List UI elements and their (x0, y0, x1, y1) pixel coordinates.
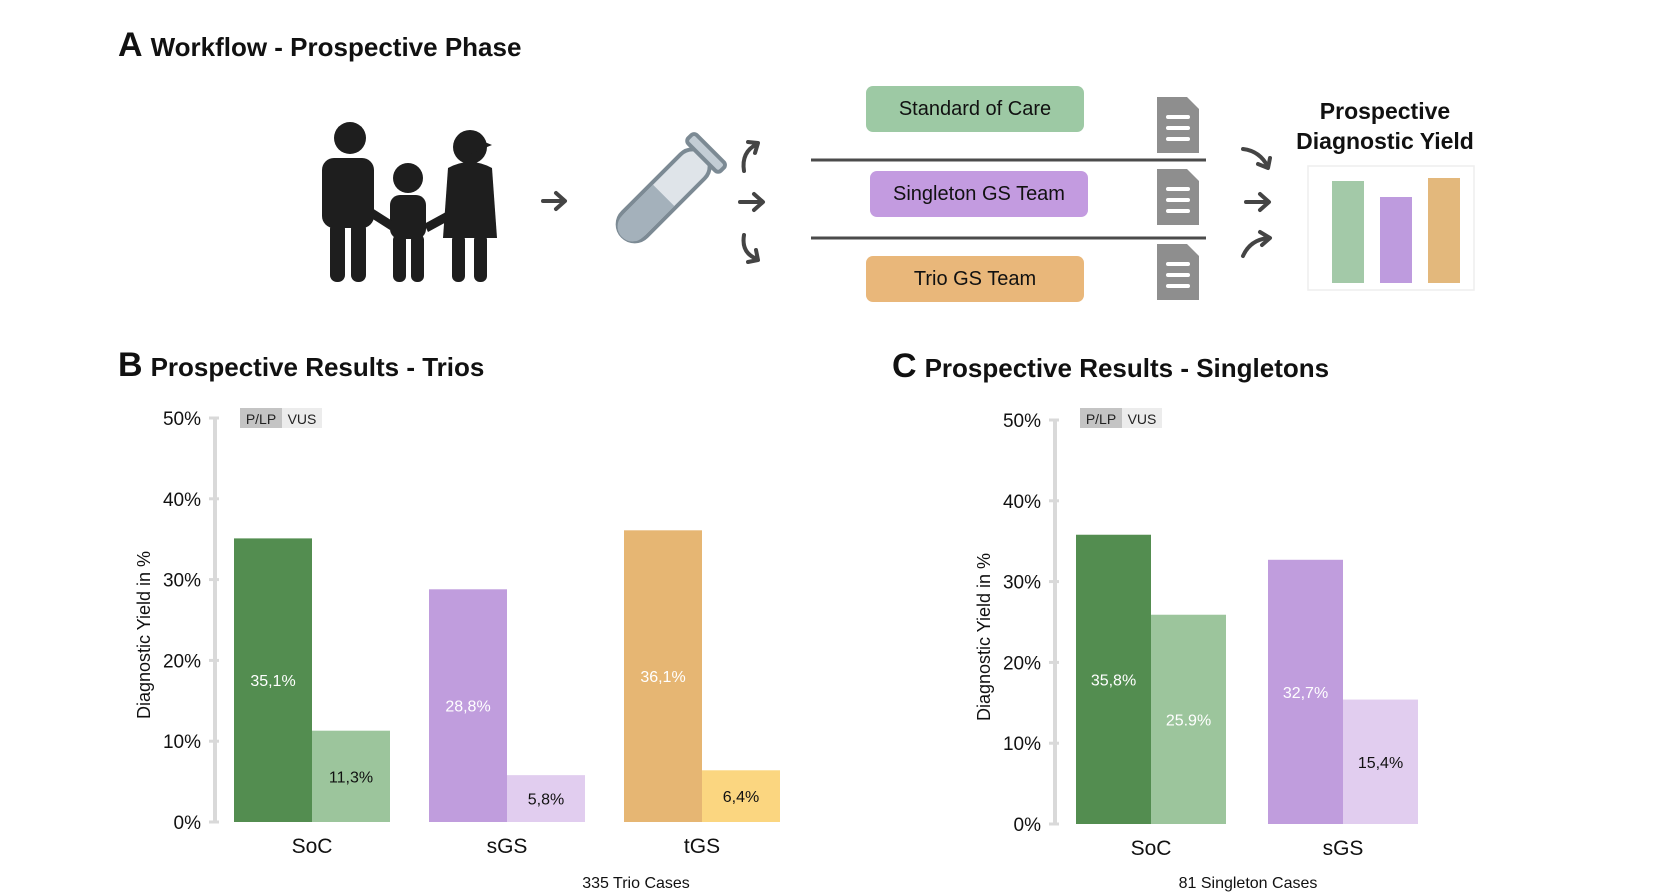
y-tick-label: 0% (174, 813, 202, 834)
legend: P/LP VUS (240, 408, 322, 428)
trio-gs-team-box: Trio GS Team (866, 256, 1084, 302)
bar-value-label: 28,8% (445, 699, 490, 716)
bar-value-label: 35,8% (1091, 672, 1136, 689)
legend: P/LP VUS (1080, 408, 1162, 428)
x-axis-label: 81 Singleton Cases (1179, 875, 1318, 892)
singleton-gs-team-box: Singleton GS Team (870, 171, 1088, 217)
y-axis-label: Diagnostic Yield in % (974, 553, 994, 721)
bar-value-label: 6,4% (723, 789, 759, 806)
panel-a-title: Workflow - Prospective Phase (150, 32, 522, 62)
y-tick-label: 20% (1003, 653, 1041, 674)
panel-b-title: Prospective Results - Trios (150, 352, 485, 382)
y-tick-label: 30% (1003, 573, 1041, 594)
y-tick-label: 50% (163, 409, 201, 430)
bar-plp (1268, 559, 1343, 824)
bar-vus (1151, 614, 1226, 824)
bar-plp (624, 530, 702, 822)
panel-b-heading: B Prospective Results - Trios (118, 346, 484, 385)
bar-vus (702, 770, 780, 822)
x-axis-label: 335 Trio Cases (582, 875, 690, 892)
singleton-gs-team-label: Singleton GS Team (893, 182, 1065, 205)
x-tick-label: SoC (292, 835, 333, 858)
test-tube-icon (615, 132, 727, 244)
chart-trios: 0% 10% 20% 30% 40% 50% Diagnostic Yield in % P/… (134, 408, 780, 892)
legend-vus-swatch (282, 408, 322, 428)
document-icon (1157, 169, 1199, 225)
converge-arrows-icon (1241, 147, 1272, 258)
bar-value-label: 5,8% (528, 792, 564, 809)
bar-value-label: 15,4% (1358, 755, 1403, 772)
yield-title-line-2: Diagnostic Yield (1296, 128, 1474, 154)
mini-bar-chart-icon (1307, 165, 1475, 291)
legend-vus-label: VUS (288, 411, 317, 427)
mini-bar (1332, 181, 1364, 283)
mini-bar (1380, 197, 1412, 283)
x-tick-label: sGS (1323, 837, 1364, 860)
yield-title: Prospective Diagnostic Yield (1255, 96, 1515, 156)
legend-plp-swatch (240, 408, 282, 428)
y-tick-label: 30% (163, 571, 201, 592)
panel-c-heading: C Prospective Results - Singletons (892, 347, 1329, 386)
y-tick-label: 50% (1003, 411, 1041, 432)
y-tick-label: 10% (1003, 734, 1041, 755)
y-axis-label: Diagnostic Yield in % (134, 551, 154, 719)
chart-singletons: 0% 10% 20% 30% 40% 50% Diagnostic Yield in % P/… (974, 408, 1418, 892)
arrow-icon (541, 191, 567, 211)
fan-out-arrows-icon (738, 140, 765, 264)
legend-plp-label: P/LP (246, 411, 276, 427)
yield-title-line-1: Prospective (1319, 98, 1451, 124)
bar-vus (507, 775, 585, 822)
document-icon (1157, 244, 1199, 300)
x-tick-label: tGS (684, 835, 720, 858)
legend-vus-label: VUS (1128, 411, 1157, 427)
bar-vus (312, 730, 390, 822)
bar-value-label: 35,1% (250, 673, 295, 690)
legend-plp-label: P/LP (1086, 411, 1116, 427)
panel-a-heading: A Workflow - Prospective Phase (118, 26, 521, 65)
legend-plp-swatch (1080, 408, 1122, 428)
bar-plp (1076, 534, 1151, 824)
y-tick-label: 40% (1003, 492, 1041, 513)
bar-value-label: 11,3% (329, 769, 373, 786)
bar-plp (429, 589, 507, 822)
y-tick-label: 20% (163, 651, 201, 672)
bar-value-label: 36,1% (640, 669, 685, 686)
y-tick-label: 0% (1014, 815, 1042, 836)
panel-b-letter: B (118, 346, 143, 384)
y-tick-label: 10% (163, 732, 201, 753)
document-icon (1157, 97, 1199, 153)
panel-c-letter: C (892, 347, 917, 385)
standard-of-care-label: Standard of Care (898, 97, 1052, 120)
bar-vus (1343, 699, 1418, 824)
standard-of-care-box: Standard of Care (866, 86, 1084, 132)
trio-gs-team-label: Trio GS Team (913, 267, 1037, 290)
x-tick-label: sGS (487, 835, 528, 858)
x-tick-label: SoC (1131, 837, 1172, 860)
panel-a-letter: A (118, 26, 143, 64)
bar-value-label: 25.9% (1166, 712, 1211, 729)
bar-value-label: 32,7% (1283, 685, 1328, 702)
family-icon (322, 122, 497, 282)
bar-plp (234, 538, 312, 822)
mini-bar (1428, 178, 1460, 283)
y-tick-label: 40% (163, 490, 201, 511)
legend-vus-swatch (1122, 408, 1162, 428)
panel-c-title: Prospective Results - Singletons (924, 353, 1330, 383)
